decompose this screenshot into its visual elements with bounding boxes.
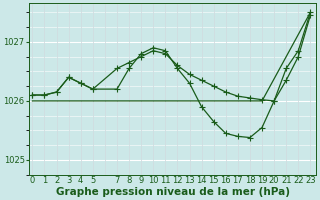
X-axis label: Graphe pression niveau de la mer (hPa): Graphe pression niveau de la mer (hPa) (56, 187, 290, 197)
